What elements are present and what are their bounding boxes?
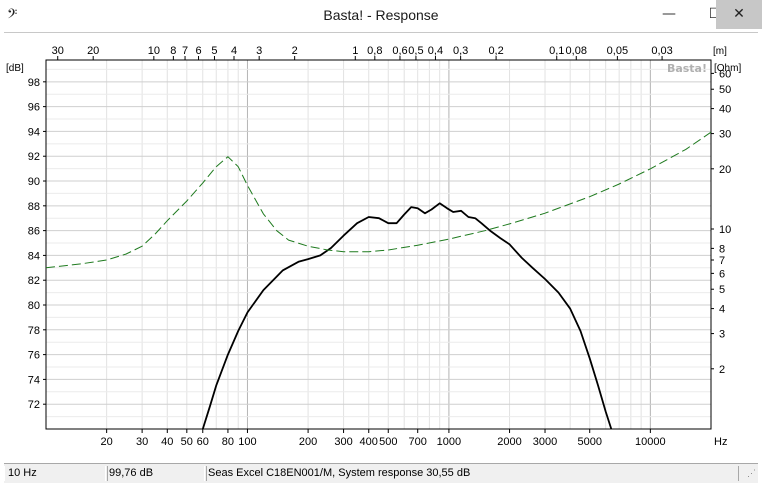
y-tick-label: 94 [28, 126, 40, 138]
y-tick-label: 80 [28, 300, 40, 312]
top-tick-label: 0,1 [549, 45, 564, 57]
x-tick-label: 80 [222, 436, 234, 448]
x-tick-label: 700 [409, 436, 427, 448]
x-tick-label: 30 [136, 436, 148, 448]
top-tick-label: 0,3 [453, 45, 468, 57]
x-tick-label: 400 [360, 436, 378, 448]
x-tick-label: 200 [299, 436, 317, 448]
basta-watermark: Basta! [667, 62, 707, 75]
right-tick-label: 40 [719, 104, 731, 116]
x-tick-label: 1000 [437, 436, 461, 448]
top-tick-label: 20 [87, 45, 99, 57]
top-tick-label: 2 [292, 45, 298, 57]
status-bar: 10 Hz 99,76 dB Seas Excel C18EN001/M, Sy… [4, 463, 758, 483]
right-tick-label: 2 [719, 364, 725, 376]
right-tick-label: 5 [719, 284, 725, 296]
top-tick-label: 3 [256, 45, 262, 57]
top-tick-label: 5 [211, 45, 217, 57]
window-title: Basta! - Response [323, 7, 439, 23]
status-description: Seas Excel C18EN001/M, System response 3… [204, 466, 739, 481]
x-tick-label: 500 [379, 436, 397, 448]
top-tick-label: 10 [148, 45, 160, 57]
right-tick-label: 8 [719, 243, 725, 255]
left-axis-unit: [dB] [6, 63, 24, 74]
x-tick-label: 2000 [497, 436, 521, 448]
title-bar: 𝄢 Basta! - Response — ☐ ✕ [0, 0, 762, 30]
y-tick-label: 84 [28, 250, 40, 262]
top-tick-label: 0,4 [428, 45, 443, 57]
x-tick-label: 60 [197, 436, 209, 448]
top-tick-label: 4 [231, 45, 237, 57]
right-tick-label: 60 [719, 68, 731, 80]
right-tick-label: 20 [719, 164, 731, 176]
y-tick-label: 78 [28, 325, 40, 337]
x-tick-label: 3000 [533, 436, 557, 448]
x-axis-unit: Hz [714, 436, 727, 448]
response-plot-area[interactable]: 20 30 40 50 60 80 100 200 300 400 500 700 1000 2000 30… [4, 32, 758, 463]
y-tick-label: 86 [28, 226, 40, 238]
plot-frame [45, 59, 712, 430]
right-tick-label: 7 [719, 255, 725, 267]
top-tick-label: 30 [52, 45, 64, 57]
status-frequency: 10 Hz [4, 466, 108, 481]
top-tick-label: 0,5 [408, 45, 423, 57]
close-button[interactable]: ✕ [716, 0, 762, 29]
top-tick-label: 6 [195, 45, 201, 57]
x-tick-label: 50 [181, 436, 193, 448]
y-tick-label: 92 [28, 151, 40, 163]
right-tick-label: 50 [719, 84, 731, 96]
impedance-curve [46, 131, 711, 269]
y-tick-label: 90 [28, 176, 40, 188]
spl-response-curve [201, 202, 613, 429]
top-tick-label: 1 [352, 45, 358, 57]
y-tick-label: 88 [28, 201, 40, 213]
top-axis-unit: [m] [713, 46, 727, 57]
y-tick-label: 98 [28, 77, 40, 89]
x-tick-label: 5000 [577, 436, 601, 448]
resize-grip-icon[interactable]: ⋰ [747, 468, 756, 478]
top-tick-label: 0,05 [607, 45, 628, 57]
x-tick-label: 20 [101, 436, 113, 448]
top-tick-label: 7 [182, 45, 188, 57]
bass-clef-icon[interactable]: 𝄢 [7, 6, 18, 25]
top-tick-label: 0,03 [651, 45, 672, 57]
y-tick-label: 72 [28, 399, 40, 411]
status-level: 99,76 dB [105, 466, 207, 481]
x-tick-label: 40 [161, 436, 173, 448]
right-tick-label: 4 [719, 304, 725, 316]
right-tick-label: 30 [719, 129, 731, 141]
top-tick-label: 0,08 [566, 45, 587, 57]
x-tick-label: 10000 [635, 436, 666, 448]
right-axis-unit: [Ohm] [714, 63, 741, 74]
right-tick-label: 10 [719, 224, 731, 236]
right-tick-label: 6 [719, 268, 725, 280]
y-tick-label: 74 [28, 374, 40, 386]
y-tick-label: 76 [28, 350, 40, 362]
right-tick-label: 3 [719, 329, 725, 341]
minimize-button[interactable]: — [662, 6, 676, 22]
y-tick-label: 82 [28, 275, 40, 287]
top-tick-label: 8 [170, 45, 176, 57]
plot-background [46, 60, 711, 429]
top-tick-label: 0,6 [392, 45, 407, 57]
y-tick-label: 96 [28, 102, 40, 114]
response-chart[interactable]: 20 30 40 50 60 80 100 200 300 400 500 700 1000 2000 30… [4, 33, 758, 463]
x-tick-label: 300 [334, 436, 352, 448]
top-tick-label: 0,8 [367, 45, 382, 57]
top-tick-label: 0,2 [488, 45, 503, 57]
x-tick-label: 100 [238, 436, 256, 448]
